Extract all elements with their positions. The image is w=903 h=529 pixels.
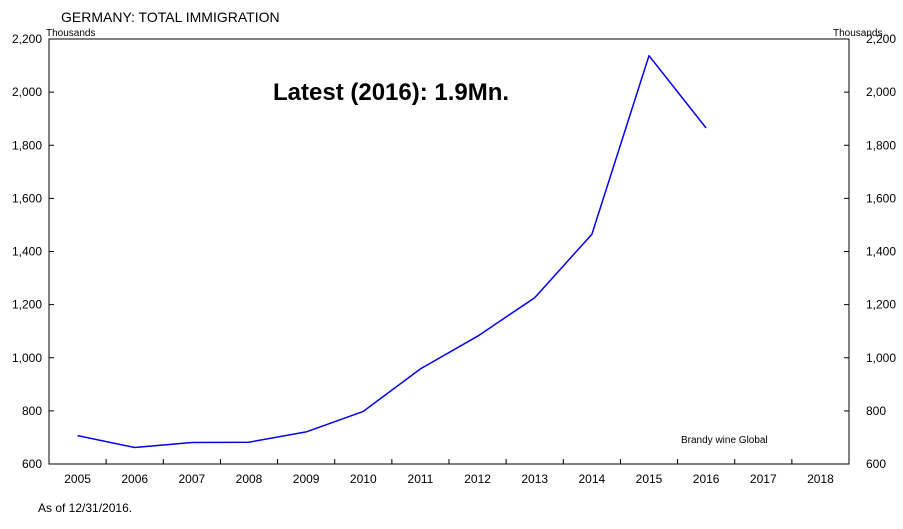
x-tick-label: 2009 bbox=[293, 472, 320, 486]
y-tick-label-left: 1,600 bbox=[12, 191, 42, 205]
y-tick-label-left: 1,200 bbox=[12, 298, 42, 312]
data-point bbox=[305, 431, 307, 433]
y-tick-label-left: 800 bbox=[22, 404, 42, 418]
x-tick-label: 2007 bbox=[179, 472, 206, 486]
y-tick-label-right: 2,000 bbox=[866, 85, 896, 99]
data-point bbox=[191, 442, 193, 444]
left-unit-label: Thousands bbox=[46, 28, 95, 39]
data-point bbox=[648, 55, 650, 57]
data-point bbox=[705, 127, 707, 129]
x-tick-label: 2006 bbox=[121, 472, 148, 486]
y-tick-label-right: 800 bbox=[866, 404, 886, 418]
x-axis-ticks: 2005 2006 2007 2008 2009 2010 2011 2012 2013 2014… bbox=[64, 459, 834, 486]
x-tick-label: 2012 bbox=[464, 472, 491, 486]
data-point bbox=[248, 441, 250, 443]
y-tick-label-left: 600 bbox=[22, 457, 42, 471]
y-tick-label-left: 1,400 bbox=[12, 245, 42, 259]
chart-title: GERMANY: TOTAL IMMIGRATION bbox=[61, 9, 280, 25]
x-tick-label: 2008 bbox=[236, 472, 263, 486]
y-tick-label-right: 1,800 bbox=[866, 138, 896, 152]
footnote: As of 12/31/2016. bbox=[38, 501, 132, 515]
data-point bbox=[591, 233, 593, 235]
y-tick-label-left: 1,000 bbox=[12, 351, 42, 365]
y-tick-label-right: 1,400 bbox=[866, 245, 896, 259]
x-tick-label: 2013 bbox=[521, 472, 548, 486]
x-tick-label: 2017 bbox=[750, 472, 777, 486]
x-tick-label: 2011 bbox=[408, 472, 434, 486]
data-point bbox=[477, 335, 479, 337]
y-tick-label-left: 2,000 bbox=[12, 85, 42, 99]
series-layer bbox=[77, 54, 707, 449]
y-tick-label-right: 600 bbox=[866, 457, 886, 471]
x-tick-label: 2005 bbox=[64, 472, 91, 486]
source-label: Brandy wine Global bbox=[681, 435, 768, 446]
y-tick-label-right: 1,600 bbox=[866, 191, 896, 205]
data-point bbox=[420, 368, 422, 370]
y-tick-label-right: 1,200 bbox=[866, 298, 896, 312]
x-tick-label: 2010 bbox=[350, 472, 377, 486]
x-tick-label: 2018 bbox=[807, 472, 834, 486]
y-tick-label-left: 1,800 bbox=[12, 138, 42, 152]
y-tick-label-right: 1,000 bbox=[866, 351, 896, 365]
y-tick-label-right: 2,200 bbox=[866, 32, 896, 46]
x-tick-label: 2016 bbox=[693, 472, 720, 486]
data-point bbox=[534, 297, 536, 299]
x-tick-label: 2014 bbox=[579, 472, 606, 486]
data-point bbox=[362, 411, 364, 413]
data-point bbox=[77, 435, 79, 437]
right-unit-label: Thousands bbox=[833, 28, 882, 39]
y-axis-ticks: 600 600 800 800 1,000 1,000 1,200 1,200 1,400 1,4… bbox=[12, 32, 896, 471]
latest-annotation: Latest (2016): 1.9Mn. bbox=[273, 79, 509, 106]
x-tick-label: 2015 bbox=[636, 472, 663, 486]
y-tick-label-left: 2,200 bbox=[12, 32, 42, 46]
series-line bbox=[77, 54, 707, 449]
data-point bbox=[134, 447, 136, 449]
